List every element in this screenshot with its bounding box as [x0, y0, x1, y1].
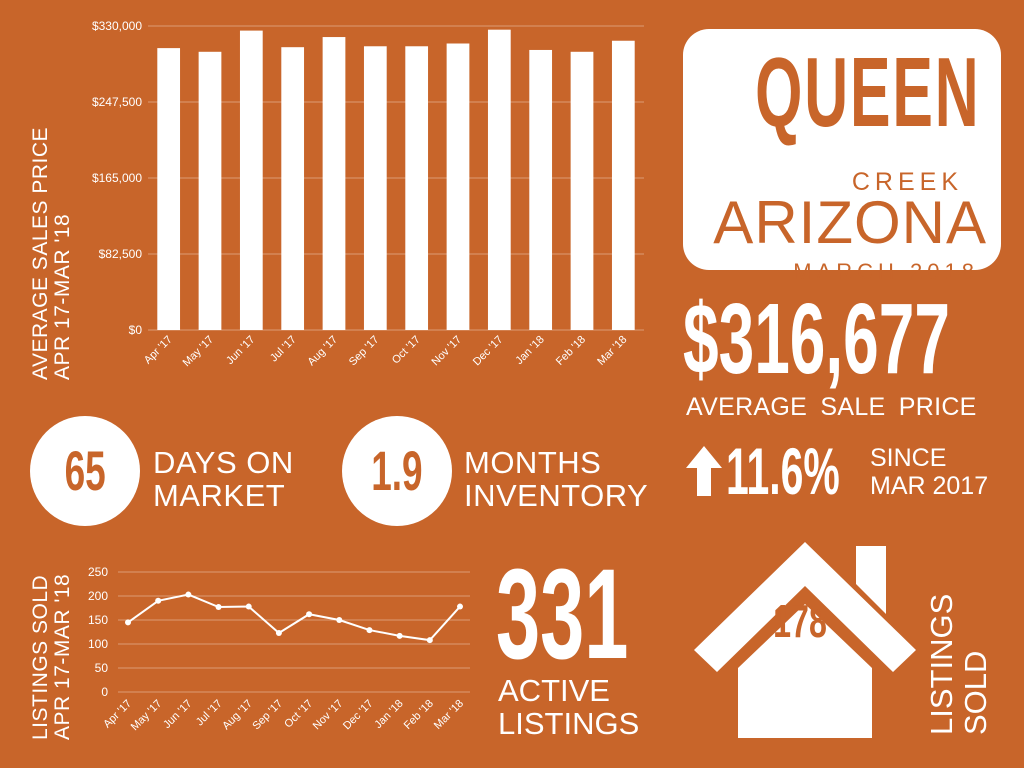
active-listings-value: 331 [496, 543, 629, 686]
bar-chart-xtick-label: Jul '17 [268, 334, 299, 365]
listings-sold-label: LISTINGS SOLD [924, 593, 993, 735]
bar-chart-bar [198, 51, 222, 330]
line-chart-series-line [127, 593, 461, 642]
bar-chart-xtick-label: Oct '17 [390, 334, 423, 367]
price-change-percent: 11.6% [726, 434, 840, 508]
line-chart-ytick-label: 100 [88, 637, 108, 651]
average-price-label: AVERAGE SALE PRICE [686, 393, 977, 421]
price-change-since: SINCE MAR 2017 [870, 444, 988, 500]
bar-chart-bar [405, 46, 429, 331]
days-on-market-label-line1: DAYS ON [153, 445, 294, 480]
bar-chart-ytick-label: $330,000 [92, 19, 142, 33]
line-chart-title-line1: LISTINGS SOLD [29, 574, 52, 740]
days-on-market-value: 65 [64, 439, 106, 502]
months-inventory-value: 1.9 [371, 439, 423, 502]
line-chart-point [125, 619, 131, 626]
title-state: ARIZONA [713, 189, 987, 256]
since-line2: MAR 2017 [870, 472, 989, 500]
bar-chart-xtick-label: Dec '17 [471, 334, 506, 369]
listings-sold-label-line2: SOLD [958, 650, 993, 735]
months-inventory-circle: 1.9 [342, 416, 452, 526]
line-chart-xtick-label: Nov '17 [311, 698, 346, 733]
bar-chart-bar [157, 48, 181, 330]
bar-chart-xtick-label: Aug '17 [305, 334, 340, 369]
line-chart-point [306, 611, 313, 618]
bar-chart-title-line1: AVERAGE SALES PRICE [29, 126, 52, 380]
listings-sold-label-line1: LISTINGS [924, 593, 959, 735]
line-chart-ytick-label: 150 [88, 613, 108, 627]
line-chart-point [396, 632, 403, 639]
line-chart-point [457, 603, 463, 610]
bar-chart-bar [446, 43, 470, 331]
line-chart-point [155, 597, 162, 604]
months-inventory-label-line1: MONTHS [464, 445, 602, 480]
bar-chart-ytick-label: $165,000 [92, 171, 142, 185]
line-chart-ytick-label: 200 [88, 589, 108, 603]
title-month: MARCH 2018 [793, 259, 979, 284]
bar-chart-xtick-label: May '17 [181, 334, 216, 369]
line-chart-ytick-label: 250 [88, 565, 108, 579]
title-city-line1: QUEEN [755, 37, 981, 147]
since-line1: SINCE [870, 444, 947, 472]
line-chart-xtick-label: May '17 [129, 698, 164, 733]
line-chart-xtick-label: Feb '18 [402, 698, 436, 732]
line-chart-point [215, 604, 222, 611]
active-listings-label: ACTIVE LISTINGS [498, 674, 639, 740]
line-chart-xtick-label: Sep '17 [250, 698, 285, 733]
average-price-value: $316,677 [683, 283, 950, 395]
line-chart-ytick-label: 0 [101, 685, 108, 699]
line-chart-xtick-label: Jun '17 [161, 698, 194, 731]
bar-chart-bar [239, 30, 263, 331]
bar-chart-xtick-label: Nov '17 [430, 334, 465, 369]
days-on-market-label: DAYS ON MARKET [153, 446, 294, 512]
line-chart-point [366, 627, 373, 634]
bar-chart-xtick-label: Jan '18 [513, 334, 546, 367]
bar-chart-xtick-label: Jun '17 [224, 334, 257, 367]
bar-chart-bar [487, 29, 511, 331]
days-on-market-circle: 65 [30, 416, 140, 526]
bar-chart-ytick-label: $0 [129, 323, 143, 337]
bar-chart-bar [611, 40, 635, 331]
bar-chart-ytick-label: $82,500 [99, 247, 143, 261]
title-city-line2: CREEK [851, 168, 963, 196]
listings-sold-value: 178 [773, 595, 827, 647]
months-inventory-label: MONTHS INVENTORY [464, 446, 648, 512]
line-chart-xtick-label: Jan '18 [372, 698, 405, 731]
active-listings-label-line1: ACTIVE [498, 673, 610, 708]
bar-chart-bar [570, 51, 594, 330]
line-chart-xtick-label: Oct '17 [282, 698, 315, 731]
bar-chart-xtick-label: Apr '17 [142, 334, 175, 367]
bar-chart-xtick-label: Mar '18 [595, 334, 629, 368]
line-chart-xtick-label: Aug '17 [220, 698, 255, 733]
line-chart-point [336, 617, 343, 623]
line-chart-ytick-label: 50 [95, 661, 109, 675]
days-on-market-label-line2: MARKET [153, 478, 286, 513]
average-price-bar-chart: $0 $82,500 $165,000 $247,500 $330,000 Apr '17… [92, 19, 644, 369]
line-chart-xtick-label: Dec '17 [341, 698, 376, 733]
bar-chart-bar [363, 46, 387, 331]
line-chart-point [426, 637, 433, 644]
house-icon [694, 542, 916, 738]
bar-chart-bar [529, 49, 553, 331]
bar-chart-xtick-label: Sep '17 [347, 334, 382, 369]
up-arrow-icon [686, 446, 722, 496]
line-chart-point [275, 629, 282, 636]
line-chart-axis-title: LISTINGS SOLD APR 17-MAR '18 [29, 574, 74, 740]
bar-chart-ytick-label: $247,500 [92, 95, 142, 109]
line-chart-point [185, 591, 192, 598]
title-card: QUEEN CREEK ARIZONA MARCH 2018 [683, 29, 1001, 284]
active-listings-label-line2: LISTINGS [498, 706, 640, 741]
line-chart-point [245, 603, 252, 610]
line-chart-xtick-label: Mar '18 [432, 698, 466, 732]
months-inventory-label-line2: INVENTORY [464, 478, 649, 513]
bar-chart-bar [281, 47, 305, 331]
bar-chart-bar [322, 37, 346, 331]
bar-chart-xtick-label: Feb '18 [554, 334, 588, 368]
